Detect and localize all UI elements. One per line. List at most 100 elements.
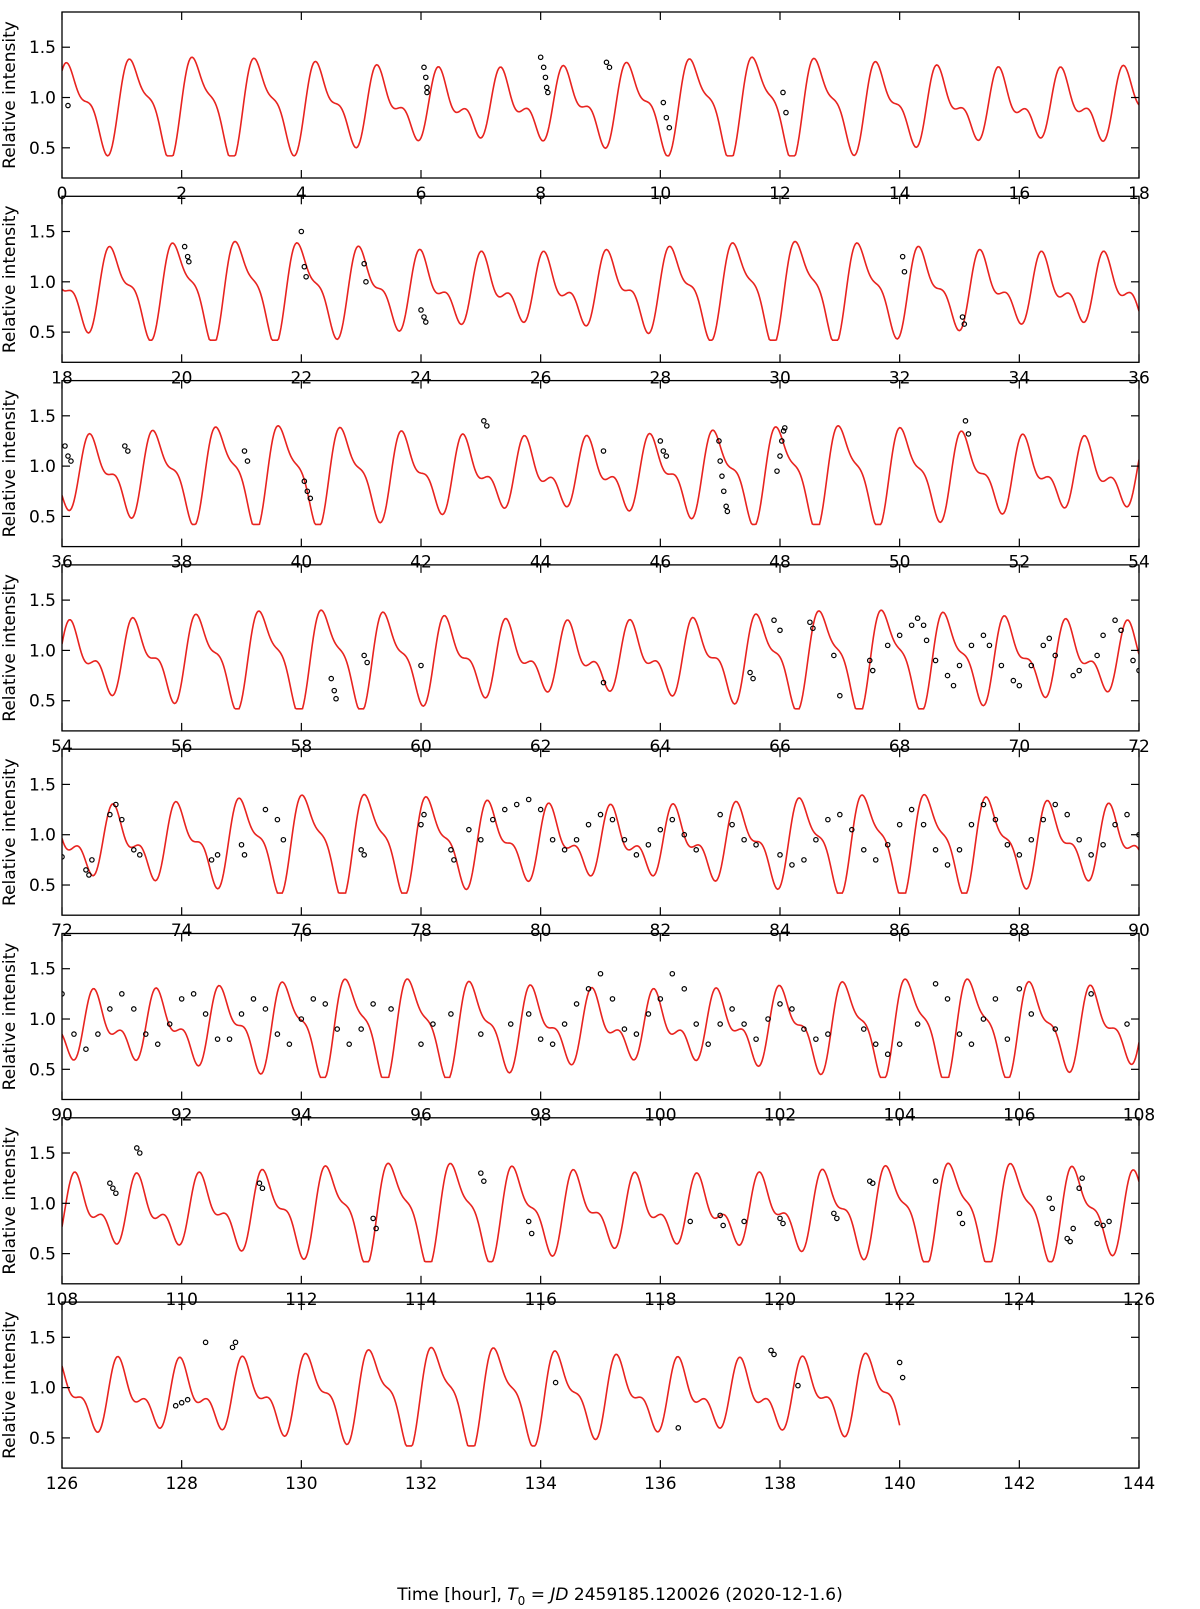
observation-point: [884, 1051, 891, 1058]
observation-point: [1046, 635, 1053, 642]
model-curve: [62, 978, 1139, 1079]
observation-point: [1118, 627, 1124, 634]
observation-point: [1016, 682, 1023, 689]
x-tick-label: 142: [1003, 1474, 1035, 1494]
observation-point: [908, 622, 915, 629]
y-tick-label: 0.5: [29, 507, 56, 527]
x-tick-label: 24: [410, 368, 432, 388]
panel-frame: [61, 748, 1140, 916]
x-tick-label: 116: [524, 1290, 556, 1310]
observation-point: [184, 1396, 191, 1403]
x-tick-label: 54: [51, 737, 73, 757]
observation-point: [256, 1180, 263, 1186]
observation-point: [133, 1145, 140, 1151]
observation-point: [489, 816, 496, 823]
observation-point: [113, 801, 119, 808]
panel-8: 126 128 130 132 134 136 138 140 142 144 0.5 1.0 1.5 R…: [0, 1301, 1155, 1494]
observation-point: [693, 1021, 700, 1027]
observation-point: [884, 642, 891, 649]
x-tick-label: 52: [1009, 553, 1031, 573]
observation-point: [645, 841, 652, 848]
observation-point: [771, 1351, 777, 1358]
observation-point: [208, 857, 215, 863]
x-tick-label: 10: [650, 184, 672, 204]
observation-point: [606, 64, 613, 71]
observation-point: [424, 84, 430, 91]
y-axis-label: Relative intensity: [0, 574, 20, 722]
observation-point: [810, 625, 816, 632]
observation-point: [131, 847, 137, 853]
observation-point: [717, 811, 723, 818]
observation-point: [1028, 662, 1035, 669]
observation-point: [716, 438, 722, 444]
x-tick-label: 66: [769, 737, 791, 757]
observation-point: [687, 1218, 694, 1225]
observation-point: [542, 74, 549, 81]
observation-point: [304, 488, 311, 495]
observation-point: [561, 1021, 568, 1027]
x-tick-label: 18: [1128, 184, 1150, 204]
observation-point: [789, 1006, 795, 1012]
observation-point: [872, 857, 879, 863]
observation-point: [537, 806, 544, 813]
observation-point: [884, 841, 891, 848]
y-tick-label: 1.0: [29, 826, 56, 846]
panel-1: 0 2 4 6 8 10 12 14 16 18 0.5 1.0 1.5 Relative intensi…: [0, 11, 1150, 204]
observation-point: [119, 816, 125, 823]
x-tick-label: 36: [51, 553, 73, 573]
observation-point: [172, 1402, 179, 1409]
observation-point: [83, 867, 89, 873]
observation-point: [959, 314, 966, 320]
observation-point: [899, 253, 906, 260]
panel-frame: [61, 195, 1140, 363]
observation-point: [358, 847, 364, 853]
observation-point: [813, 1036, 819, 1042]
y-tick-label: 1.5: [29, 223, 56, 243]
observation-point: [813, 836, 819, 843]
observation-point: [478, 1170, 484, 1176]
observation-point: [280, 836, 287, 843]
observation-point: [334, 1026, 341, 1032]
observation-point: [125, 448, 131, 454]
y-axis-label: Relative intensity: [0, 1311, 20, 1459]
observation-point: [968, 1041, 975, 1047]
observation-point: [848, 826, 855, 833]
observation-point: [333, 695, 339, 702]
observation-point: [719, 473, 725, 479]
observation-point: [421, 314, 427, 320]
x-tick-label: 138: [764, 1474, 796, 1494]
observation-point: [962, 418, 969, 424]
observation-point: [831, 652, 837, 659]
observation-point: [507, 1021, 514, 1027]
observation-point: [1046, 1195, 1053, 1202]
observation-point: [908, 806, 915, 813]
model-curve: [62, 240, 1139, 341]
observation-point: [866, 657, 873, 664]
observation-point: [777, 627, 783, 634]
x-tick-label: 0: [57, 184, 68, 204]
observation-point: [421, 64, 427, 71]
observation-point: [705, 1041, 712, 1047]
x-tick-label: 132: [405, 1474, 437, 1494]
observation-point: [501, 806, 508, 813]
observation-point: [65, 453, 71, 459]
observation-point: [1088, 991, 1094, 997]
observation-point: [1100, 841, 1106, 848]
observation-point: [1112, 617, 1118, 624]
observation-point: [932, 847, 939, 853]
observation-point: [370, 1215, 376, 1222]
x-tick-label: 84: [769, 921, 791, 941]
observation-point: [585, 986, 592, 992]
observation-point: [720, 488, 727, 495]
x-tick-label: 50: [889, 553, 911, 573]
observation-point: [1076, 667, 1082, 674]
observation-point: [729, 1006, 735, 1012]
y-tick-label: 0.5: [29, 1429, 56, 1449]
x-tick-label: 34: [1009, 368, 1031, 388]
x-tick-label: 72: [51, 921, 73, 941]
observation-point: [781, 425, 788, 431]
panel-frame: [61, 932, 1140, 1101]
observation-point: [681, 831, 688, 838]
y-tick-label: 0.5: [29, 139, 56, 159]
observation-point: [322, 1001, 329, 1007]
